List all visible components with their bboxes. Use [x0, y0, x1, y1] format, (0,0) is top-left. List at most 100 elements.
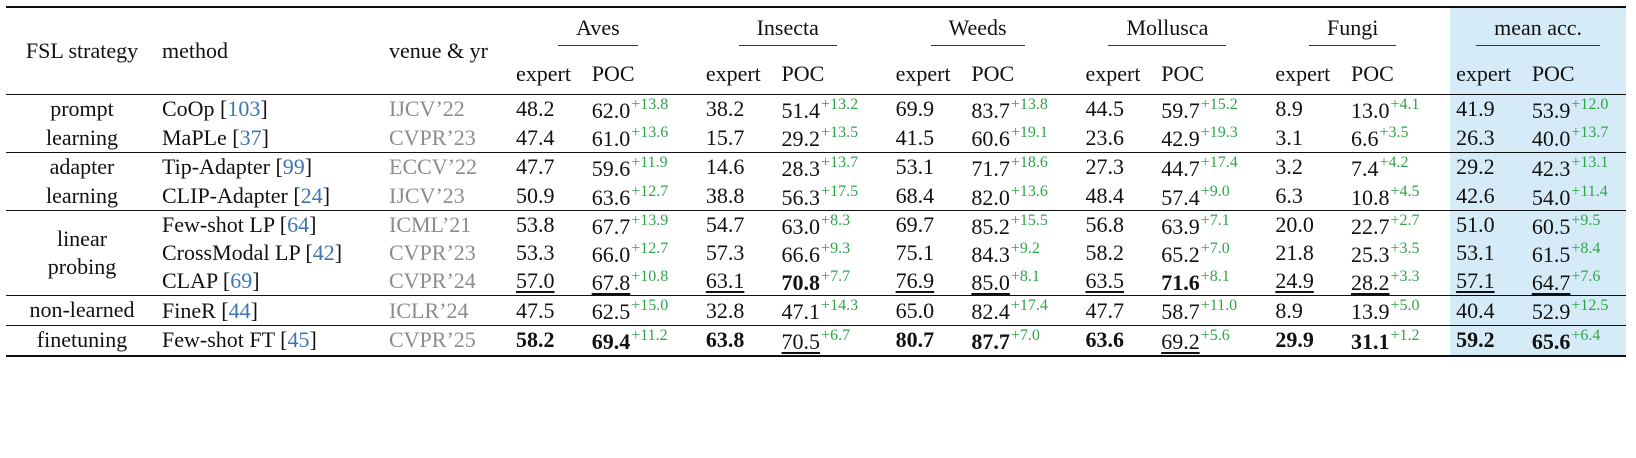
table-row: non-learned FineR [44] ICLR’24 47.5 62.5+15.…: [6, 295, 1626, 326]
citation-link[interactable]: 64: [287, 212, 310, 238]
header-group-mean: mean acc.: [1450, 7, 1626, 54]
table-row: MaPLe [37] CVPR’23 47.4 61.0+13.6 15.7 29.2+1…: [6, 123, 1626, 153]
poc-value: 10.8+4.5: [1351, 182, 1420, 210]
strategy-label: adapter learning: [6, 152, 158, 211]
expert-value: 41.9: [1450, 93, 1526, 124]
table-row: prompt learning CoOp [103] IJCV’22 48.2 62.0+…: [6, 93, 1626, 153]
method-name: Few-shot LP [64]: [158, 210, 383, 240]
poc-value: 87.7+7.0: [965, 324, 1066, 357]
venue-year: CVPR’23: [389, 124, 476, 150]
expert-value: 47.7: [510, 152, 586, 182]
delta-gain: +8.3: [821, 211, 851, 229]
expert-value: 63.6: [1079, 324, 1156, 357]
delta-gain: +13.8: [1010, 95, 1048, 113]
expert-value: 20.0: [1269, 210, 1346, 240]
subheader-poc: POC: [1525, 54, 1626, 95]
poc-value: 58.7+11.0: [1155, 295, 1256, 326]
delta-gain: +11.4: [1571, 182, 1608, 200]
delta-gain: +19.1: [1010, 124, 1048, 142]
subheader-expert: expert: [895, 61, 951, 86]
expert-value: 68.4: [895, 183, 935, 209]
header-venue: venue & yr: [389, 38, 488, 63]
expert-value: 40.4: [1450, 295, 1526, 326]
citation-link[interactable]: 24: [300, 183, 323, 209]
strategy-label: linear probing: [6, 210, 158, 296]
table-row: finetuning Few-shot FT [45] CVPR’25 58.2 69.…: [6, 324, 1626, 357]
poc-value: 53.9+12.0: [1525, 93, 1626, 124]
delta-gain: +10.8: [631, 267, 669, 285]
venue-year: ICML’21: [383, 210, 510, 240]
delta-gain: +7.6: [1571, 267, 1601, 285]
expert-value: 69.7: [889, 210, 966, 240]
citation-link[interactable]: 45: [287, 327, 310, 353]
expert-value: 63.1: [705, 268, 745, 294]
expert-value: 21.8: [1275, 240, 1314, 266]
delta-gain: +5.6: [1200, 326, 1230, 344]
delta-gain: +17.5: [821, 182, 859, 200]
delta-gain: +13.7: [821, 153, 859, 171]
poc-value: 29.2+13.5: [781, 124, 859, 152]
citation-link[interactable]: 37: [239, 124, 262, 150]
expert-value: 26.3: [1450, 123, 1526, 153]
expert-value: 63.8: [699, 324, 776, 357]
poc-value: 85.0+8.1: [971, 267, 1040, 295]
method-name: CrossModal LP [42]: [162, 240, 343, 266]
method-name: CoOp [103]: [158, 93, 383, 124]
delta-gain: +13.5: [821, 124, 859, 142]
method-name: CLIP-Adapter [24]: [162, 183, 331, 209]
method-name: MaPLe [37]: [162, 124, 269, 150]
poc-value: 84.3+9.2: [971, 239, 1040, 267]
expert-value: 57.0: [516, 268, 555, 294]
delta-gain: +3.5: [1379, 124, 1409, 142]
poc-value: 25.3+3.5: [1351, 239, 1420, 267]
delta-gain: +3.5: [1390, 239, 1420, 257]
header-method: method: [162, 38, 228, 63]
citation-link[interactable]: 99: [282, 154, 305, 180]
header-group-insecta: Insecta: [700, 7, 876, 54]
expert-value: 69.9: [889, 93, 966, 124]
expert-value: 38.8: [705, 183, 745, 209]
poc-value: 82.0+13.6: [971, 182, 1048, 210]
expert-value: 14.6: [699, 152, 776, 182]
delta-gain: +1.2: [1390, 326, 1420, 344]
citation-link[interactable]: 69: [230, 268, 253, 294]
poc-value: 64.7+7.6: [1525, 267, 1626, 296]
poc-value: 85.2+15.5: [965, 210, 1066, 240]
poc-value: 63.0+8.3: [775, 210, 876, 240]
delta-gain: +9.0: [1200, 182, 1230, 200]
header-row-2: expert POC expert POC expert POC expert POC expe…: [6, 54, 1626, 95]
delta-gain: +11.0: [1200, 297, 1238, 315]
poc-value: 62.5+15.0: [585, 295, 686, 326]
expert-value: 50.9: [516, 183, 555, 209]
strategy-label: finetuning: [6, 324, 158, 357]
delta-gain: +12.5: [1571, 297, 1609, 315]
expert-value: 75.1: [895, 240, 935, 266]
delta-gain: +8.4: [1571, 239, 1601, 257]
delta-gain: +7.0: [1200, 239, 1230, 257]
method-name: Few-shot FT [45]: [158, 324, 383, 357]
delta-gain: +4.1: [1390, 95, 1420, 113]
poc-value: 66.0+12.7: [591, 239, 669, 267]
poc-value: 13.9+5.0: [1345, 295, 1437, 326]
poc-value: 67.8+10.8: [591, 267, 669, 295]
citation-link[interactable]: 103: [227, 96, 261, 122]
subheader-poc: POC: [1161, 61, 1204, 86]
citation-link[interactable]: 42: [312, 240, 335, 266]
poc-value: 60.5+9.5: [1525, 210, 1626, 240]
expert-value: 23.6: [1085, 124, 1124, 150]
poc-value: 63.9+7.1: [1155, 210, 1256, 240]
expert-value: 76.9: [895, 268, 935, 294]
venue-year: CVPR’23: [389, 240, 476, 266]
expert-value: 53.1: [889, 152, 966, 182]
citation-link[interactable]: 44: [228, 297, 251, 323]
expert-value: 44.5: [1079, 93, 1156, 124]
poc-value: 71.6+8.1: [1161, 267, 1230, 295]
delta-gain: +15.5: [1010, 211, 1048, 229]
poc-value: 13.0+4.1: [1345, 93, 1437, 124]
expert-value: 8.9: [1269, 295, 1346, 326]
expert-value: 38.2: [699, 93, 776, 124]
delta-gain: +4.2: [1379, 153, 1409, 171]
venue-year: CVPR’25: [383, 324, 510, 357]
delta-gain: +11.2: [631, 326, 668, 344]
delta-gain: +13.6: [631, 124, 669, 142]
